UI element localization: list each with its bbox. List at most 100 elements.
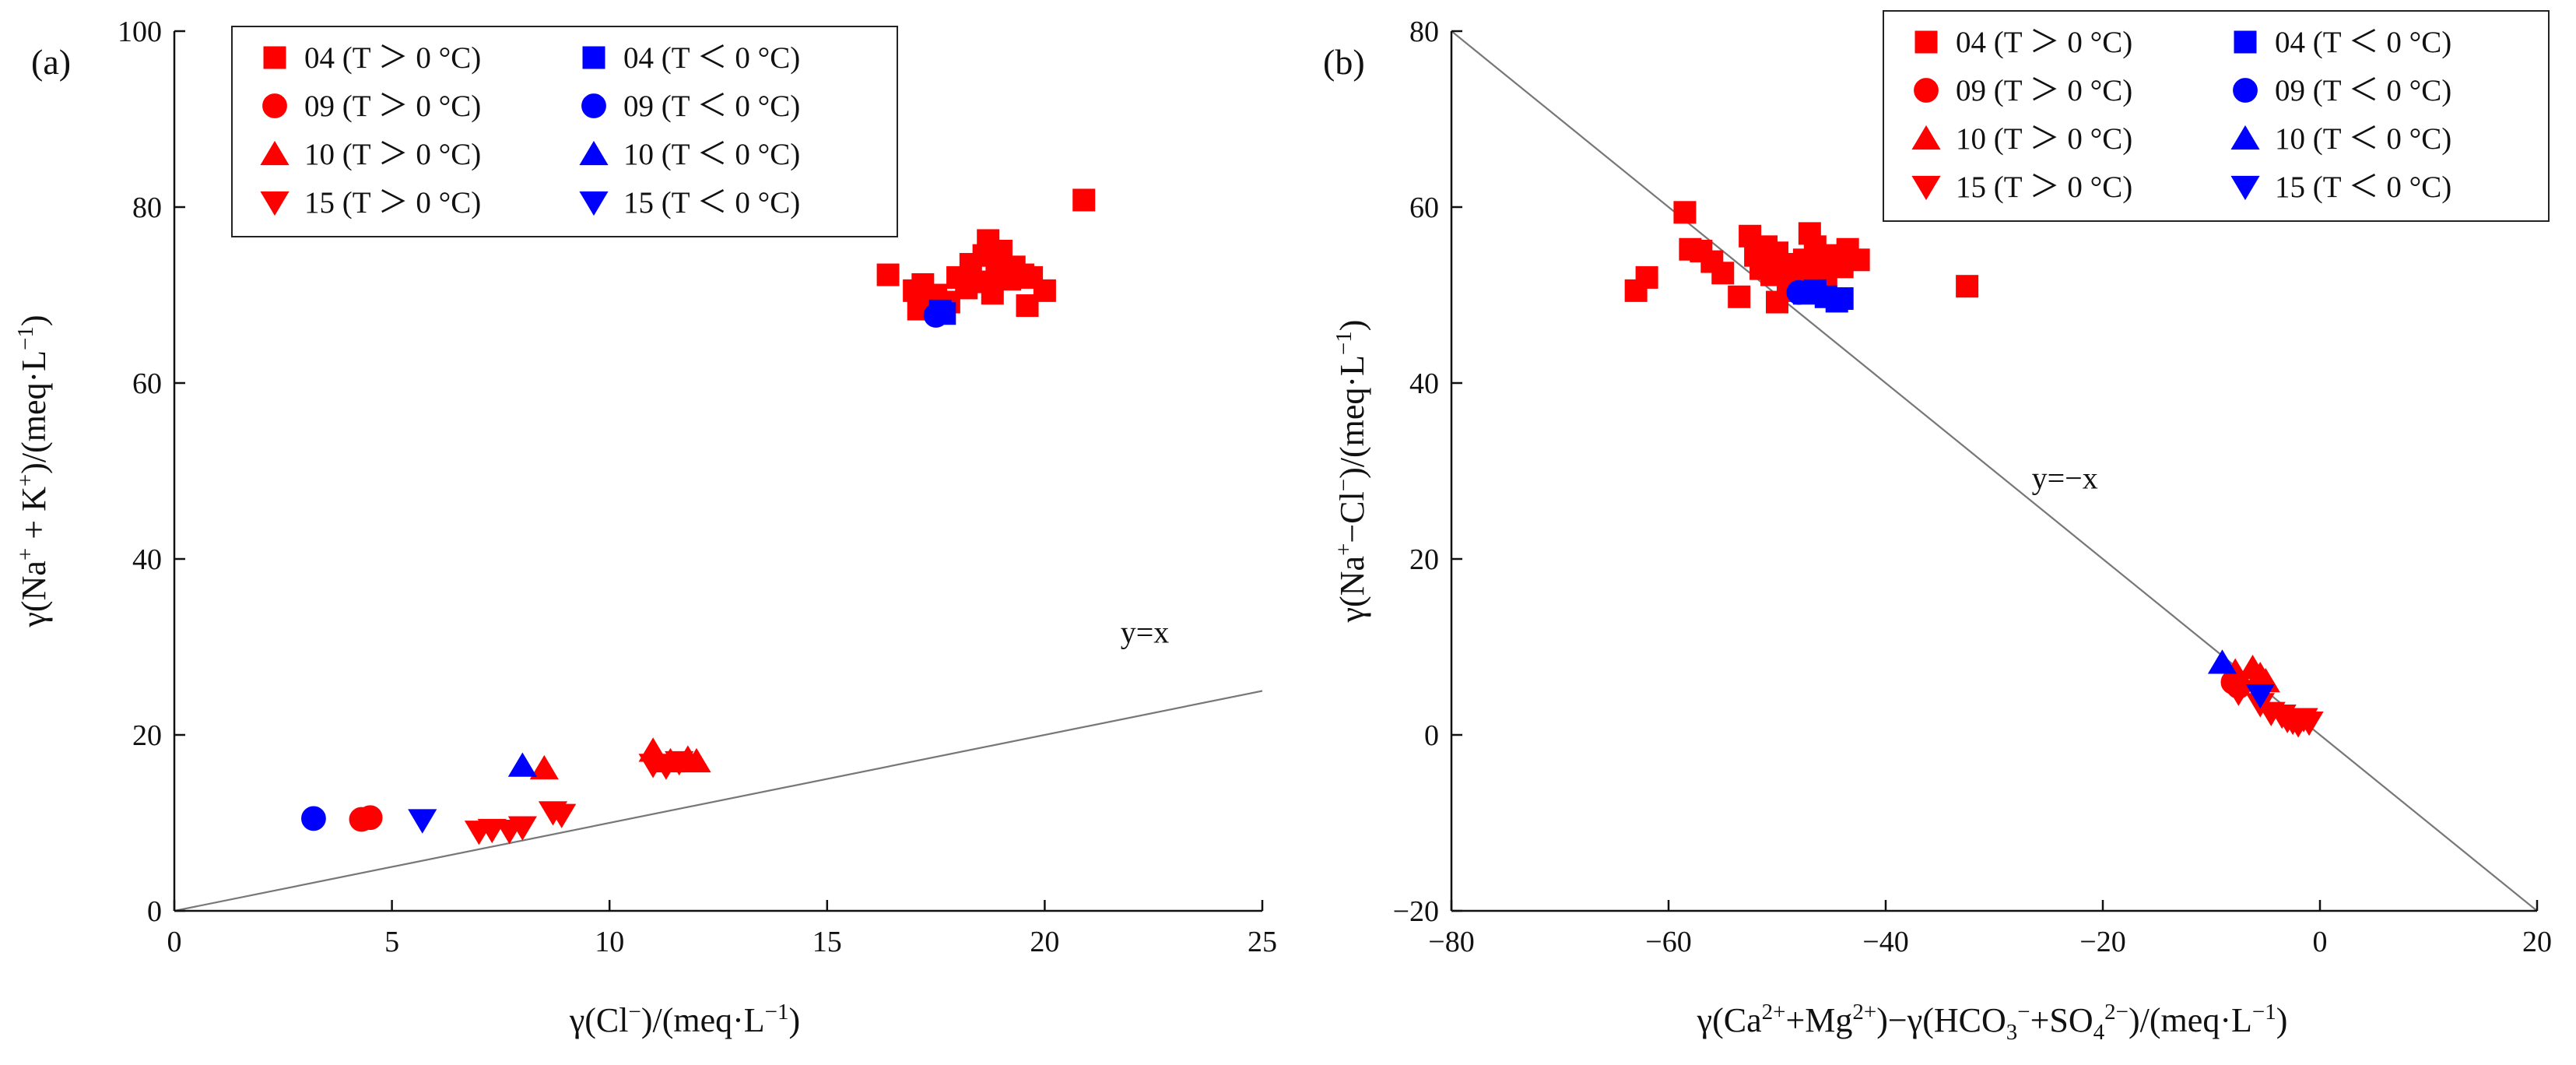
y-tick-label: 20 <box>132 719 162 752</box>
legend-label: 04 (T ＞ 0 °C) <box>304 41 481 75</box>
axis-title-part: ) <box>1333 320 1371 332</box>
series-15w <box>2223 681 2324 738</box>
legend-label: 10 (T ＜ 0 °C) <box>623 138 800 171</box>
y-tick-label: 0 <box>1424 719 1439 752</box>
x-tick-label: −60 <box>1645 926 1691 958</box>
x-tick-label: 0 <box>2313 926 2328 958</box>
series-10c <box>2207 649 2237 674</box>
axis-title-part: ) <box>2276 1001 2288 1039</box>
axis-title-part: )−γ(HCO <box>1876 1001 2006 1039</box>
axis-title-part: +Mg <box>1785 1001 1852 1039</box>
axis-title-part: γ(Na <box>15 561 53 627</box>
y-tick-label: 20 <box>1409 543 1439 576</box>
axis-title-part: −1 <box>1332 331 1356 355</box>
axis-title-part: 2− <box>2104 1000 2129 1025</box>
data-point <box>1786 279 1812 305</box>
data-point <box>923 303 949 328</box>
data-point <box>507 816 537 841</box>
legend-label: 09 (T ＞ 0 °C) <box>304 90 481 123</box>
legend-marker <box>263 46 286 69</box>
legend-marker <box>579 191 609 216</box>
y-axis-title: γ(Na+−Cl−)/(meq·L−1) <box>1332 320 1371 624</box>
axis-title-part: + <box>1332 543 1356 556</box>
data-point <box>547 803 577 828</box>
reference-line-label: y=−x <box>2032 461 2098 496</box>
x-tick-label: 15 <box>812 926 842 958</box>
panel-label: (b) <box>1323 42 1365 82</box>
legend-label: 15 (T ＞ 0 °C) <box>1956 170 2132 204</box>
axis-title-part: + <box>13 474 38 487</box>
legend-label: 09 (T ＜ 0 °C) <box>2275 74 2451 107</box>
axis-title-part: − <box>1332 479 1356 491</box>
data-point <box>1635 265 1658 289</box>
axis-title-part: −Cl <box>1333 491 1371 543</box>
y-tick-label: 80 <box>132 192 162 224</box>
legend-marker <box>1911 175 1941 201</box>
axis-title-part: γ(Na <box>1333 556 1371 623</box>
legend-label: 09 (T ＞ 0 °C) <box>1956 74 2132 107</box>
axis-title-part: 2+ <box>1852 1000 1876 1025</box>
data-point <box>2207 649 2237 674</box>
legend-marker <box>1911 125 1941 150</box>
data-point <box>507 752 537 777</box>
legend-marker <box>1914 30 1938 54</box>
axis-title-part: +SO <box>2030 1001 2093 1039</box>
legend-marker <box>262 93 287 118</box>
legend-marker <box>2233 78 2258 103</box>
data-point <box>1728 285 1751 308</box>
series-09w <box>349 805 383 832</box>
panel-b: (b)y=−x−80 −60 −40 −20 0 20−20020406080γ(Ca2+… <box>1323 10 2552 1045</box>
legend-label: 04 (T ＜ 0 °C) <box>623 41 800 75</box>
data-point <box>408 809 437 834</box>
reference-line <box>174 690 1262 911</box>
legend-marker <box>582 46 605 69</box>
axis-title-part: − <box>628 1000 640 1025</box>
axis-title-part: )/(meq·L <box>15 350 53 474</box>
axis-title-part: −1 <box>13 326 38 350</box>
axis-title-part: + K <box>15 487 53 548</box>
x-tick-label: −40 <box>1862 926 1908 958</box>
y-tick-label: 0 <box>147 895 162 928</box>
data-point <box>301 806 326 831</box>
axis-title-part: −1 <box>765 1000 789 1025</box>
axis-title-part: ) <box>789 1001 801 1039</box>
series-04w <box>1624 201 1979 314</box>
axis-title-part: )/(meq·L <box>1333 355 1371 479</box>
series-09c <box>1786 279 1812 305</box>
x-tick-label: 0 <box>167 926 182 958</box>
axis-title-part: γ(Cl <box>569 1001 629 1039</box>
legend-marker <box>2230 125 2260 150</box>
x-tick-label: 5 <box>384 926 399 958</box>
axis-title-part: − <box>2017 1000 2030 1025</box>
data-point <box>2245 684 2275 709</box>
data-point <box>682 747 711 773</box>
legend-label: 09 (T ＜ 0 °C) <box>623 90 800 123</box>
data-point <box>1956 275 1979 298</box>
data-point <box>1033 279 1056 302</box>
axis-title-part: −1 <box>2252 1000 2276 1025</box>
series-15c <box>2245 684 2275 709</box>
y-tick-label: 100 <box>118 16 162 48</box>
legend-frame <box>231 26 898 237</box>
data-point <box>1766 290 1788 314</box>
legend-label: 10 (T ＞ 0 °C) <box>304 138 481 171</box>
x-axis-title: γ(Ca2++Mg2+)−γ(HCO3−+SO42−)/(meq·L−1) <box>1697 1000 2288 1045</box>
y-tick-label: 80 <box>1409 16 1439 48</box>
axis-title-part: )/(meq·L <box>2129 1001 2252 1039</box>
data-point <box>1673 201 1697 224</box>
data-point <box>357 805 383 831</box>
data-point <box>1711 262 1735 285</box>
axis-title-part: ) <box>15 315 53 326</box>
axis-title-part: 3 <box>2006 1020 2018 1045</box>
axis-title-part: 4 <box>2093 1020 2105 1045</box>
data-point <box>665 750 694 776</box>
axis-title-part: 2+ <box>1762 1000 1786 1025</box>
data-point <box>1072 188 1096 212</box>
legend-label: 04 (T ＞ 0 °C) <box>1956 26 2132 59</box>
series-09c <box>301 303 949 831</box>
x-tick-label: −20 <box>2079 926 2125 958</box>
legend-label: 10 (T ＜ 0 °C) <box>2275 122 2451 156</box>
legend-label: 15 (T ＜ 0 °C) <box>2275 170 2451 204</box>
legend-frame <box>1883 10 2550 222</box>
